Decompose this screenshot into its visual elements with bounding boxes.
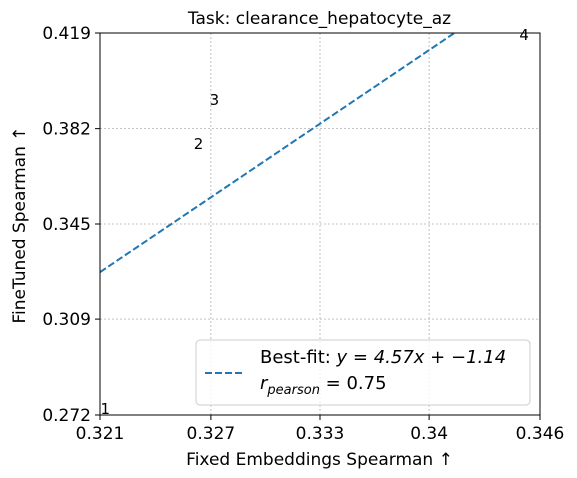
- best-fit-line: [99, 32, 455, 273]
- legend-fit-equation: y = 4.57x + −1.14: [336, 347, 507, 368]
- x-axis-ticks: 0.321 0.327 0.333 0.34 0.346: [76, 415, 565, 444]
- legend-r-subscript: pearson: [266, 383, 320, 398]
- x-tick-label: 0.327: [187, 424, 236, 444]
- x-tick-label: 0.34: [410, 424, 448, 444]
- legend-r-value: = 0.75: [320, 373, 387, 394]
- data-point-labels: 1 2 3 4: [101, 26, 529, 418]
- legend-r-label: rpearson = 0.75: [260, 373, 387, 398]
- y-tick-label: 0.345: [42, 215, 91, 235]
- legend-r-symbol: r: [260, 373, 269, 394]
- y-tick-label: 0.382: [42, 120, 91, 140]
- x-tick-label: 0.333: [296, 424, 345, 444]
- y-tick-label: 0.309: [42, 310, 91, 330]
- legend-fit-main: Best-fit:: [260, 347, 337, 368]
- legend-box: [195, 339, 531, 406]
- x-axis-label: Fixed Embeddings Spearman ↑: [186, 450, 453, 470]
- x-tick-label: 0.321: [76, 424, 125, 444]
- y-tick-label: 0.272: [42, 406, 91, 426]
- legend-fit-label: Best-fit: y = 4.57x + −1.14: [260, 347, 506, 368]
- point-label: 1: [101, 400, 111, 418]
- point-label: 3: [210, 91, 220, 109]
- y-axis-ticks: 0.272 0.309 0.345 0.382 0.419: [42, 24, 100, 426]
- legend: Best-fit: y = 4.57x + −1.14 rpearson = 0…: [195, 339, 531, 406]
- point-label: 2: [194, 135, 204, 153]
- y-tick-label: 0.419: [42, 24, 91, 44]
- x-tick-label: 0.346: [516, 424, 565, 444]
- y-axis-label: FineTuned Spearman ↑: [10, 126, 30, 323]
- chart-title: Task: clearance_hepatocyte_az: [187, 9, 451, 29]
- fit-line-group: [99, 32, 455, 273]
- point-label: 4: [519, 26, 529, 44]
